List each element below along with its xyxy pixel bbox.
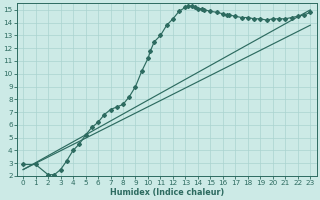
X-axis label: Humidex (Indice chaleur): Humidex (Indice chaleur) — [109, 188, 224, 197]
